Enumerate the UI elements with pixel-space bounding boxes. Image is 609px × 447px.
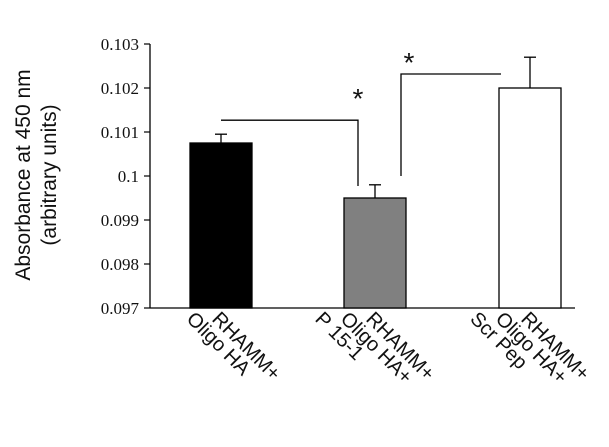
significance-star: * xyxy=(404,47,415,78)
error-bars xyxy=(215,56,536,198)
y-axis-title-line2: (arbitrary units) xyxy=(38,104,61,245)
y-axis-title: Absorbance at 450 nm (arbitrary units) xyxy=(12,69,61,280)
bar xyxy=(189,142,253,309)
bars xyxy=(189,87,562,309)
significance-bracket xyxy=(221,119,359,186)
bar xyxy=(498,87,562,309)
y-axis-title-line1: Absorbance at 450 nm xyxy=(12,69,35,280)
y-tick-label: 0.103 xyxy=(101,35,139,54)
y-tick-label: 0.099 xyxy=(101,211,139,230)
y-tick-label: 0.097 xyxy=(101,299,140,318)
y-tick-label: 0.102 xyxy=(101,79,139,98)
significance-star: * xyxy=(353,83,364,114)
y-tick-label: 0.098 xyxy=(101,255,139,274)
category-label: RHAMM+Oligo HA xyxy=(182,308,285,385)
bar xyxy=(343,197,407,309)
y-ticks: 0.097 0.098 0.099 0.1 0.101 0.102 0.103 xyxy=(101,35,150,318)
significance-markers: ** xyxy=(221,47,501,186)
significance-bracket xyxy=(400,73,501,176)
y-tick-label: 0.101 xyxy=(101,123,139,142)
y-tick-label: 0.1 xyxy=(118,167,139,186)
